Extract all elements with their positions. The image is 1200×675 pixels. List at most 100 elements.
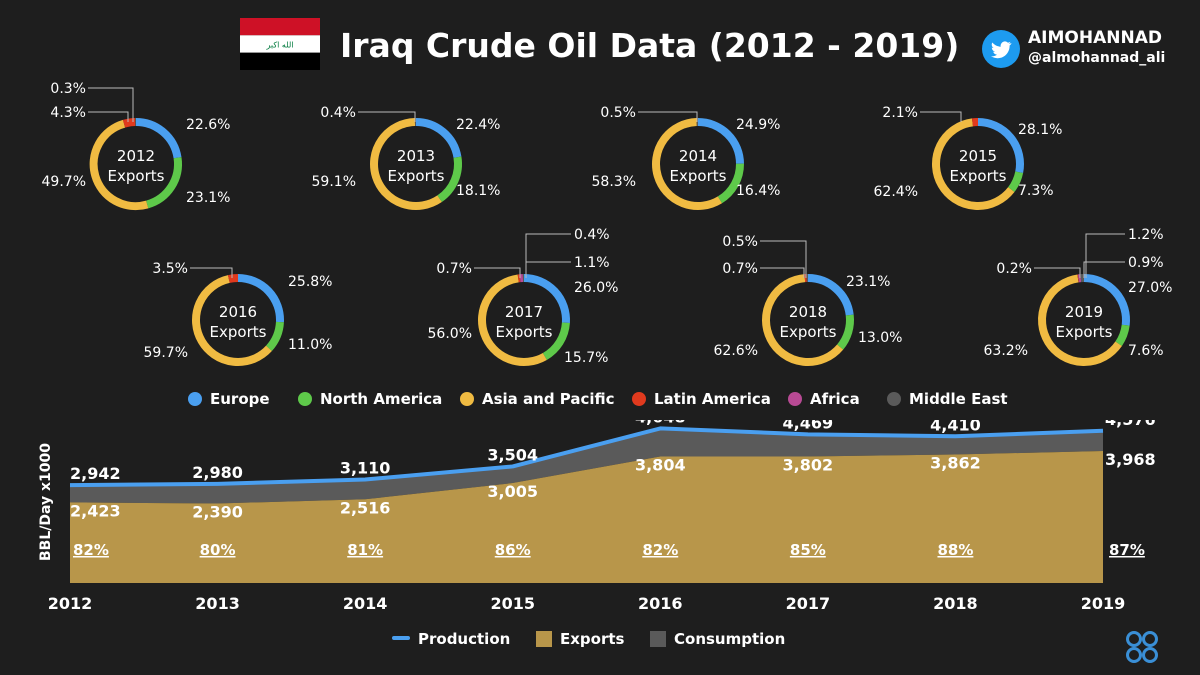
export-share-label: 80% [200, 541, 236, 559]
legend-label: Asia and Pacific [482, 390, 615, 408]
donut-center-label: Exports [780, 323, 837, 341]
donut-slice-2019-asia-and-pacific [1038, 274, 1122, 366]
donut-year-label: 2017 [505, 303, 543, 321]
donut-slice-label: 26.0% [574, 280, 618, 296]
donut-slice-label: 2.1% [882, 105, 918, 121]
export-share-label: 82% [642, 541, 678, 559]
exports-value-label: 3,804 [635, 455, 686, 474]
legend-label: Europe [210, 390, 270, 408]
donut-2017: 2017 Exports [478, 273, 570, 366]
donut-slice-label: 0.7% [436, 261, 472, 277]
x-tick-label: 2016 [638, 594, 683, 613]
brand-handle: @almohannad_ali [1028, 50, 1166, 66]
flag-black-band [240, 52, 320, 70]
donut-slice-label: 1.1% [574, 255, 610, 271]
donut-slice-labels: 22.6% 23.1% 49.7% 4.3% 0.3% 22.4% 18.1% 59.1% 0.… [42, 81, 1173, 366]
donut-2012: 2012 Exports [89, 118, 182, 211]
exports-value-label: 3,005 [487, 482, 538, 501]
legend-dot [632, 392, 646, 406]
exports-value-label: 2,390 [192, 502, 243, 521]
donut-slice-2017-north-america [542, 322, 570, 360]
leader-line [474, 267, 521, 278]
export-share-label: 85% [790, 541, 826, 559]
donut-slice-label: 1.2% [1128, 227, 1164, 243]
production-value-label: 3,110 [340, 459, 391, 478]
donut-slice-label: 59.7% [144, 345, 188, 361]
donut-slice-2018-north-america [836, 314, 854, 350]
flag-red-band [240, 18, 320, 36]
donut-slice-label: 13.0% [858, 330, 902, 346]
donut-slice-label: 25.8% [288, 274, 332, 290]
donut-slice-2013-asia-and-pacific [370, 118, 442, 210]
legend-consumption-label: Consumption [674, 630, 786, 648]
legend-exports-label: Exports [560, 630, 625, 648]
donut-slice-label: 7.6% [1128, 343, 1164, 359]
donut-slice-label: 56.0% [428, 326, 472, 342]
donut-slice-label: 0.4% [574, 227, 610, 243]
legend-label: Latin America [654, 390, 771, 408]
consumption-swatch [650, 631, 666, 647]
legend-asia-and-pacific: Asia and Pacific [460, 390, 615, 408]
donut-slice-2013-europe [415, 118, 462, 159]
production-value-label: 2,980 [192, 463, 243, 482]
donut-slice-2016-latin-america [227, 273, 239, 283]
donut-center-label: Exports [670, 167, 727, 185]
leader-line [525, 233, 571, 278]
legend-middle-east: Middle East [887, 390, 1008, 408]
leader-line [760, 267, 805, 278]
leader-line [88, 111, 129, 122]
exports-value-label: 2,516 [340, 498, 391, 517]
donut-slice-2013-north-america [437, 156, 462, 203]
donut-slice-2016-europe [237, 274, 284, 323]
donut-slice-2012-latin-america [122, 118, 136, 128]
donut-slice-2012-north-america [145, 157, 182, 209]
leader-line [760, 240, 807, 278]
donut-slice-2018-asia-and-pacific [762, 274, 844, 366]
flag-white-band [240, 35, 320, 53]
x-tick-label: 2013 [195, 594, 240, 613]
donut-slice-label: 3.5% [152, 261, 188, 277]
x-tick-label: 2015 [490, 594, 535, 613]
donut-year-label: 2019 [1065, 303, 1103, 321]
donut-year-label: 2014 [679, 147, 717, 165]
legend-latin-america: Latin America [632, 390, 771, 408]
legend-label: Africa [810, 390, 860, 408]
donut-slice-label: 0.4% [320, 105, 356, 121]
page-title: Iraq Crude Oil Data (2012 - 2019) [340, 26, 960, 65]
donut-center-label: Exports [496, 323, 553, 341]
donut-slice-label: 59.1% [312, 174, 356, 190]
y-axis-label: BBL/Day x1000 [38, 443, 54, 561]
export-share-label: 86% [495, 541, 531, 559]
donut-2019: 2019 Exports [1038, 274, 1130, 366]
donut-center-label: Exports [108, 167, 165, 185]
donut-slice-2017-europe [523, 274, 570, 323]
leader-line [1034, 267, 1081, 278]
legend-dot [188, 392, 202, 406]
donut-slice-label: 7.3% [1018, 183, 1054, 199]
donut-slice-label: 62.6% [714, 343, 758, 359]
production-value-label: 4,648 [635, 420, 686, 426]
x-tick-label: 2019 [1081, 594, 1126, 613]
legend-europe: Europe [188, 390, 270, 408]
donut-slice-2014-north-america [717, 163, 745, 204]
legend-africa: Africa [788, 390, 860, 408]
legend-dot [298, 392, 312, 406]
donut-slice-label: 0.9% [1128, 255, 1164, 271]
legend-consumption: Consumption [650, 630, 785, 648]
donut-year-label: 2013 [397, 147, 435, 165]
legend-dot [460, 392, 474, 406]
donut-slice-2015-north-america [1007, 171, 1024, 193]
donut-slice-2016-asia-and-pacific [192, 275, 272, 366]
donut-slice-label: 24.9% [736, 117, 780, 133]
leader-line [1085, 233, 1125, 278]
area-chart: 2,942 2,980 3,110 3,504 4,648 4,469 4,410 4,576… [38, 420, 1156, 613]
exports-value-label: 3,862 [930, 454, 981, 473]
production-value-label: 4,469 [783, 420, 834, 432]
twitter-icon [982, 30, 1020, 68]
export-share-label: 88% [937, 541, 973, 559]
donut-slice-2015-europe [977, 118, 1024, 173]
legend-north-america: North America [298, 390, 442, 408]
donut-slice-label: 0.5% [722, 234, 758, 250]
donut-slice-2019-north-america [1115, 324, 1130, 347]
